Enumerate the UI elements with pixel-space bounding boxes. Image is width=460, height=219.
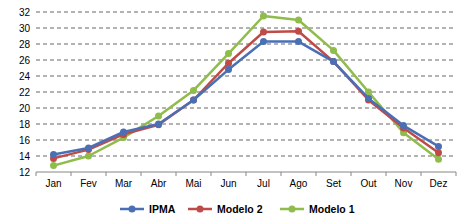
x-tick bbox=[316, 172, 317, 176]
grid-line bbox=[36, 60, 456, 61]
series-marker bbox=[85, 145, 92, 152]
y-tick-label: 20 bbox=[19, 103, 31, 114]
series-marker bbox=[295, 38, 302, 45]
legend-label: IPMA bbox=[149, 203, 176, 215]
series-marker bbox=[260, 13, 267, 20]
series-marker bbox=[85, 153, 92, 160]
series-marker bbox=[50, 151, 57, 158]
grid-line bbox=[36, 156, 456, 157]
series-marker bbox=[155, 121, 162, 128]
grid-line bbox=[36, 76, 456, 77]
x-tick bbox=[176, 172, 177, 176]
legend-marker bbox=[129, 206, 136, 213]
series-marker bbox=[435, 149, 442, 156]
x-tick bbox=[36, 172, 37, 176]
series-marker bbox=[155, 121, 162, 128]
x-tick bbox=[106, 172, 107, 176]
y-tick-label: 28 bbox=[19, 39, 31, 50]
series-marker bbox=[190, 97, 197, 104]
x-tick bbox=[211, 172, 212, 176]
y-tick-label: 14 bbox=[19, 151, 31, 162]
x-tick-label: Abr bbox=[151, 178, 167, 189]
x-tick bbox=[141, 172, 142, 176]
series-marker bbox=[330, 47, 337, 54]
x-tick-label: Mai bbox=[185, 178, 201, 189]
series-marker bbox=[225, 50, 232, 57]
series-line bbox=[54, 16, 439, 166]
grid-line bbox=[36, 44, 456, 45]
y-tick-label: 22 bbox=[19, 87, 31, 98]
series-marker bbox=[330, 58, 337, 65]
x-tick-label: Nov bbox=[395, 178, 413, 189]
grid-line bbox=[36, 12, 456, 13]
x-tick bbox=[281, 172, 282, 176]
series-marker bbox=[435, 143, 442, 150]
x-tick bbox=[386, 172, 387, 176]
legend-label: Modelo 1 bbox=[309, 203, 355, 215]
series-marker bbox=[435, 156, 442, 163]
series-marker bbox=[260, 29, 267, 36]
x-tick-label: Mar bbox=[115, 178, 133, 189]
y-tick-label: 26 bbox=[19, 55, 31, 66]
y-tick-label: 18 bbox=[19, 119, 31, 130]
series-marker bbox=[295, 17, 302, 24]
grid-line bbox=[36, 108, 456, 109]
x-tick-label: Set bbox=[326, 178, 341, 189]
y-tick-label: 16 bbox=[19, 135, 31, 146]
y-tick-label: 12 bbox=[19, 167, 31, 178]
grid-line bbox=[36, 28, 456, 29]
grid-line bbox=[36, 124, 456, 125]
y-tick-label: 24 bbox=[19, 71, 31, 82]
x-tick-label: Jan bbox=[45, 178, 61, 189]
grid-line bbox=[36, 92, 456, 93]
series-marker bbox=[50, 162, 57, 169]
series-line bbox=[54, 42, 439, 155]
y-tick-label: 30 bbox=[19, 23, 31, 34]
x-tick bbox=[71, 172, 72, 176]
series-marker bbox=[225, 66, 232, 73]
legend-marker bbox=[289, 206, 296, 213]
chart: 12 14 16 18 20 22 24 26 28 30 32 Jan Fev Mar Abr Mai Jun… bbox=[0, 0, 460, 219]
series-marker bbox=[400, 122, 407, 129]
grid-line bbox=[36, 140, 456, 141]
series-marker bbox=[225, 60, 232, 67]
legend-marker bbox=[197, 206, 204, 213]
y-tick-label: 32 bbox=[19, 7, 31, 18]
x-tick-label: Dez bbox=[430, 178, 448, 189]
series-marker bbox=[260, 38, 267, 45]
x-tick bbox=[351, 172, 352, 176]
x-tick-label: Ago bbox=[290, 178, 308, 189]
series-marker bbox=[120, 129, 127, 136]
series-marker bbox=[190, 97, 197, 104]
x-tick-label: Jun bbox=[220, 178, 236, 189]
x-tick-label: Out bbox=[360, 178, 376, 189]
plot-area bbox=[50, 13, 442, 170]
legend: IPMA Modelo 2 Modelo 1 bbox=[120, 203, 355, 215]
x-tick bbox=[456, 172, 457, 176]
series-line bbox=[54, 31, 439, 158]
x-tick-label: Jul bbox=[257, 178, 270, 189]
x-tick bbox=[421, 172, 422, 176]
x-tick bbox=[246, 172, 247, 176]
series-marker bbox=[190, 87, 197, 94]
series-marker bbox=[330, 58, 337, 65]
series-marker bbox=[365, 95, 372, 102]
series-marker bbox=[295, 28, 302, 35]
series-marker bbox=[155, 113, 162, 120]
legend-label: Modelo 2 bbox=[217, 203, 263, 215]
x-tick-label: Fev bbox=[80, 178, 97, 189]
